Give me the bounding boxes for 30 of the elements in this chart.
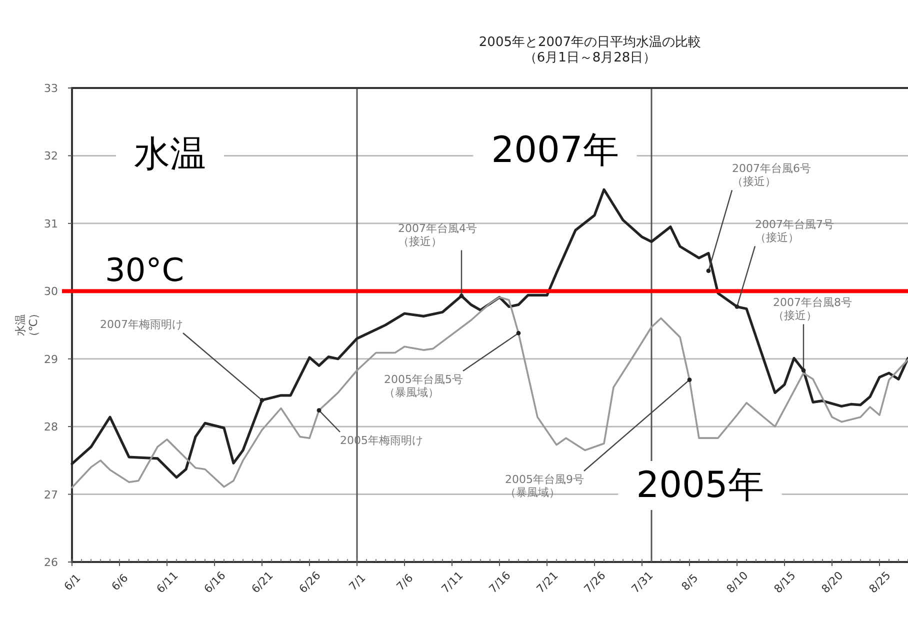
- x-tick-label: 7/1: [346, 572, 368, 594]
- ref-line-label: 30°C: [105, 251, 184, 290]
- x-tick-label: 7/6: [394, 571, 416, 594]
- y-axis-title: 水温（℃）: [14, 308, 40, 342]
- y-tick-label: 32: [44, 150, 58, 163]
- annotation: 2007年台風6号（接近）: [732, 162, 811, 188]
- y-tick-label: 26: [44, 556, 58, 569]
- x-tick-label: 6/6: [109, 571, 131, 594]
- annotation: 2007年台風8号（接近）: [773, 296, 852, 322]
- x-tick-label: 6/1: [62, 572, 84, 594]
- point: [801, 368, 806, 373]
- annotation: 2007年梅雨明け: [100, 318, 183, 331]
- annotation: 水温: [134, 134, 206, 175]
- chart-title: 2005年と2007年の日平均水温の比較（6月1日～8月28日）: [478, 35, 702, 66]
- y-tick-label: 29: [44, 352, 58, 366]
- series-label: 2007年: [491, 130, 619, 171]
- point: [734, 304, 740, 309]
- annotation: 2007年台風4号（接近）: [398, 222, 477, 248]
- annotation: 2005年台風5号（暴風域）: [384, 373, 463, 400]
- y-tick-label: 33: [44, 82, 58, 95]
- series-label: 2005年: [636, 465, 764, 506]
- annotation: 2007年台風7号（接近）: [755, 218, 834, 244]
- y-tick-label: 28: [44, 420, 58, 434]
- point: [260, 398, 264, 402]
- y-tick-label: 27: [44, 488, 58, 502]
- x-tick-label: 8/5: [679, 571, 701, 594]
- point: [459, 294, 464, 298]
- annotation: 2005年台風9号（暴風域）: [505, 473, 584, 500]
- y-tick-label: 31: [44, 217, 58, 230]
- y-tick-label: 30: [44, 285, 58, 298]
